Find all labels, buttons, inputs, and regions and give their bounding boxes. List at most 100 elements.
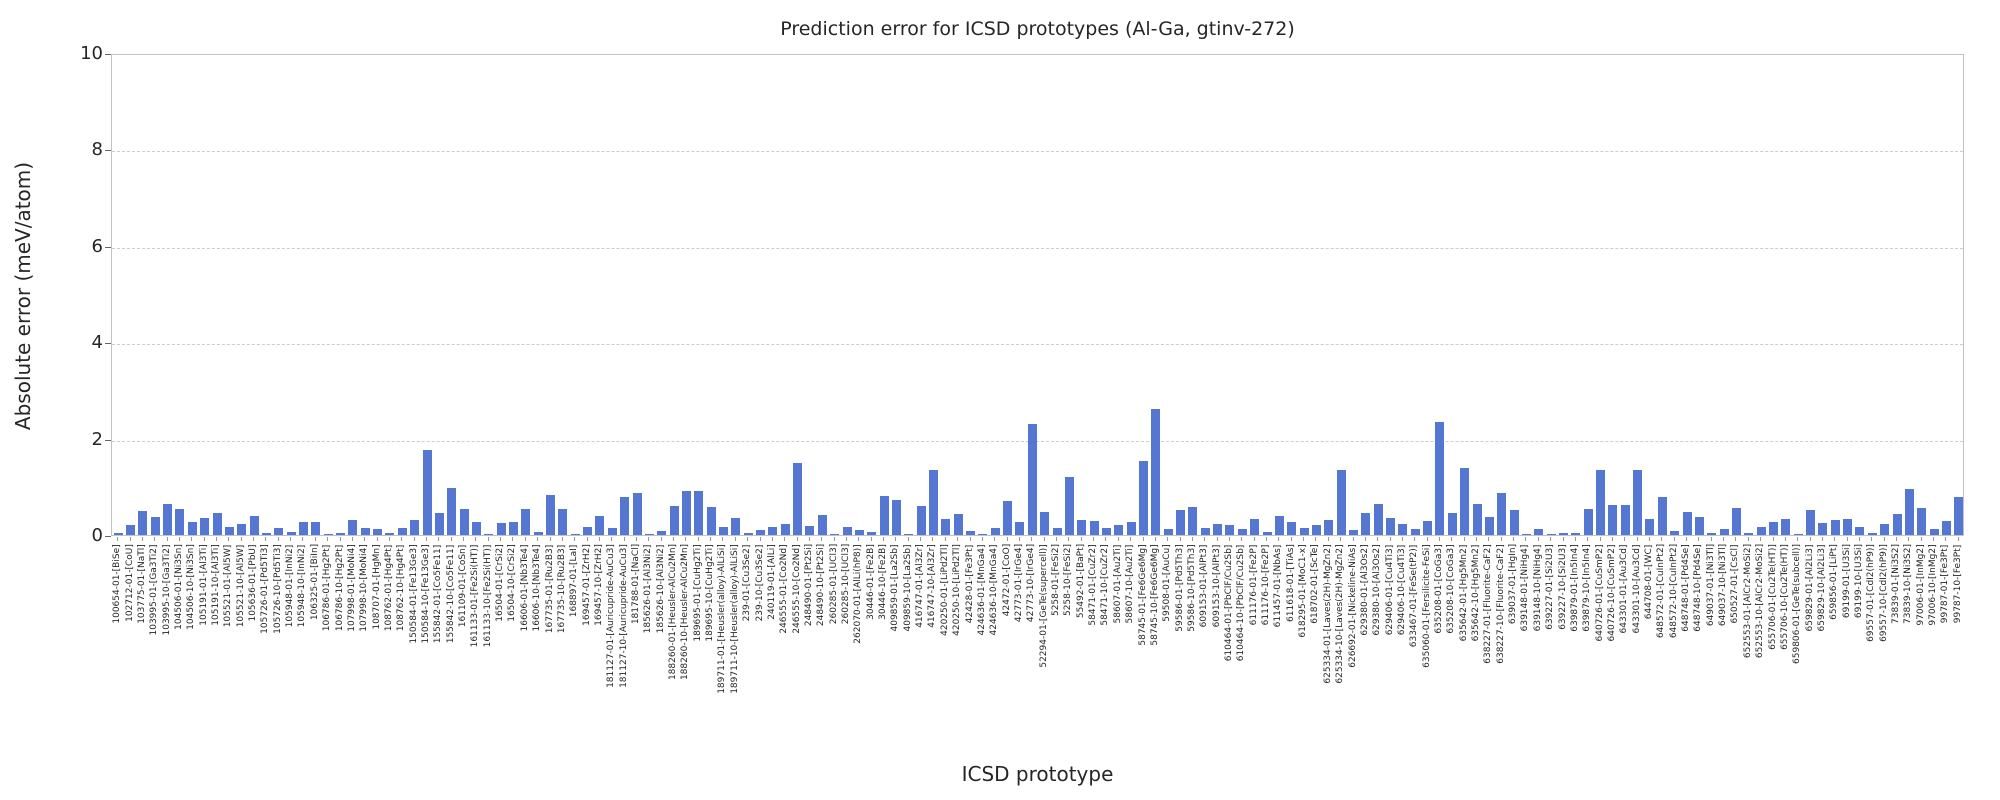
bar: [1793, 534, 1803, 535]
bar: [1633, 469, 1643, 535]
bar: [706, 506, 716, 535]
x-tick-mark: [1315, 537, 1317, 541]
x-tick-mark: [1068, 537, 1070, 541]
bar: [1237, 529, 1247, 535]
x-tick-label: 69557-10-[CdI2(hP9)]: [1878, 544, 1889, 642]
x-tick-label: 648572-01-[CuInPt2]: [1656, 543, 1667, 639]
x-tick-label: 181788-01-[NaCl]: [631, 543, 642, 625]
x-tick-label: 239-01-[Cu3Se2]: [742, 544, 753, 621]
bar: [410, 520, 420, 535]
bar: [1731, 508, 1741, 535]
bar: [298, 521, 308, 535]
bar: [422, 450, 432, 535]
x-tick-label: 181127-10-[Auricupride-AuCu3]: [618, 544, 629, 688]
x-tick-label: 189695-10-[CuHg2Ti]: [705, 543, 716, 642]
gridline-y4: [112, 344, 1963, 346]
x-tick-mark: [710, 537, 712, 541]
x-tick-mark: [1871, 537, 1873, 541]
x-tick-label: 52294-01-[GeTe(supercell)]: [1038, 543, 1049, 668]
x-tick-label: 99787-10-[Fe3Pt]: [1952, 544, 1963, 623]
x-tick-label: 618295-01-[MoC1-x]: [1298, 543, 1309, 638]
x-tick-label: 188260-01-[Heusler-AlCu2Mn]: [668, 543, 679, 681]
bar: [113, 533, 123, 535]
x-tick-mark: [1154, 537, 1156, 541]
x-tick-label: 629406-10-[Cu4Ti3]: [1396, 544, 1407, 635]
bar: [1151, 408, 1161, 535]
x-tick-label: 168897-01-[LaI]: [569, 544, 580, 617]
bar: [669, 506, 679, 535]
bar: [1546, 533, 1556, 535]
x-tick-mark: [1130, 537, 1132, 541]
bar: [138, 510, 148, 535]
x-tick-label: 189695-01-[CuHg2Ti]: [692, 543, 703, 642]
x-tick-mark: [1661, 537, 1663, 541]
bar: [1027, 423, 1037, 535]
x-tick-mark: [784, 537, 786, 541]
x-tick-label: 69199-10-[U3Si]: [1853, 543, 1864, 619]
x-tick-label: 416747-10-[Al3Zr]: [927, 544, 938, 628]
bar: [1299, 527, 1309, 535]
y-tick-label: 6: [91, 235, 103, 257]
bar: [1867, 533, 1877, 535]
x-tick-mark: [1723, 537, 1725, 541]
x-tick-label: 652553-01-[AlCr2-MoSi2]: [1742, 543, 1753, 659]
x-tick-mark: [883, 537, 885, 541]
x-tick-mark: [1500, 537, 1502, 541]
bar: [620, 497, 630, 535]
bar: [731, 518, 741, 535]
bar: [1744, 532, 1754, 535]
bar: [1052, 527, 1062, 535]
x-tick-mark: [166, 537, 168, 541]
x-tick-label: 185626-01-[Al3Ni2]: [643, 544, 654, 633]
x-tick-label: 16504-01-[CrSi2]: [495, 544, 506, 622]
y-tick-label: 4: [91, 332, 103, 354]
bar: [150, 516, 160, 535]
x-tick-mark: [1858, 537, 1860, 541]
x-tick-label: 104506-10-[Ni3Sn]: [186, 544, 197, 630]
bar: [990, 528, 1000, 535]
x-tick-mark: [1401, 537, 1403, 541]
x-tick-label: 58607-01-[Au2Ti]: [1112, 544, 1123, 623]
bar: [780, 524, 790, 535]
gridline-y8: [112, 151, 1963, 153]
x-tick-label: 69557-01-[CdI2(hP9)]: [1866, 544, 1877, 642]
x-tick-mark: [697, 537, 699, 541]
x-tick-label: 73839-10-[Ni3S2]: [1903, 544, 1914, 624]
x-tick-label: 246555-01-[Co2Nd]: [779, 543, 790, 634]
x-tick-mark: [1846, 537, 1848, 541]
x-tick-mark: [475, 537, 477, 541]
x-tick-mark: [722, 537, 724, 541]
x-tick-label: 107998-10-[MoNi4]: [359, 544, 370, 632]
x-tick-mark: [920, 537, 922, 541]
bar: [1163, 529, 1173, 535]
bar: [1929, 529, 1939, 535]
x-tick-label: 167735-10-[Ru2B3]: [556, 544, 567, 633]
x-tick-mark: [524, 537, 526, 541]
x-tick-mark: [1290, 537, 1292, 541]
x-tick-mark: [1698, 537, 1700, 541]
x-tick-mark: [450, 537, 452, 541]
x-tick-mark: [858, 537, 860, 541]
bar: [385, 533, 395, 535]
x-tick-mark: [1747, 537, 1749, 541]
bar: [1707, 533, 1717, 535]
x-tick-mark: [994, 537, 996, 541]
bar: [1311, 524, 1321, 535]
bar: [842, 526, 852, 535]
x-tick-label: 108707-01-[HgMn]: [371, 543, 382, 630]
x-tick-mark: [1883, 537, 1885, 541]
x-tick-mark: [1834, 537, 1836, 541]
x-tick-mark: [240, 537, 242, 541]
x-tick-mark: [1797, 537, 1799, 541]
x-tick-label: 30446-01-[Fe2B]: [865, 544, 876, 620]
x-tick-label: 103775-01-[NaTl]: [136, 544, 147, 624]
x-tick-mark: [141, 537, 143, 541]
x-tick-label: 169457-10-[ZrH2]: [593, 544, 604, 626]
x-tick-label: 416747-01-[Al3Zr]: [915, 544, 926, 628]
x-tick-label: 424636-01-[MnGa4]: [976, 543, 987, 636]
x-tick-label: 629380-01-[Al3Os2]: [1359, 543, 1370, 636]
plot-area: [111, 54, 1964, 536]
bar: [1472, 503, 1482, 535]
bar: [681, 490, 691, 535]
x-tick-label: 644708-01-[WC]: [1643, 544, 1654, 619]
